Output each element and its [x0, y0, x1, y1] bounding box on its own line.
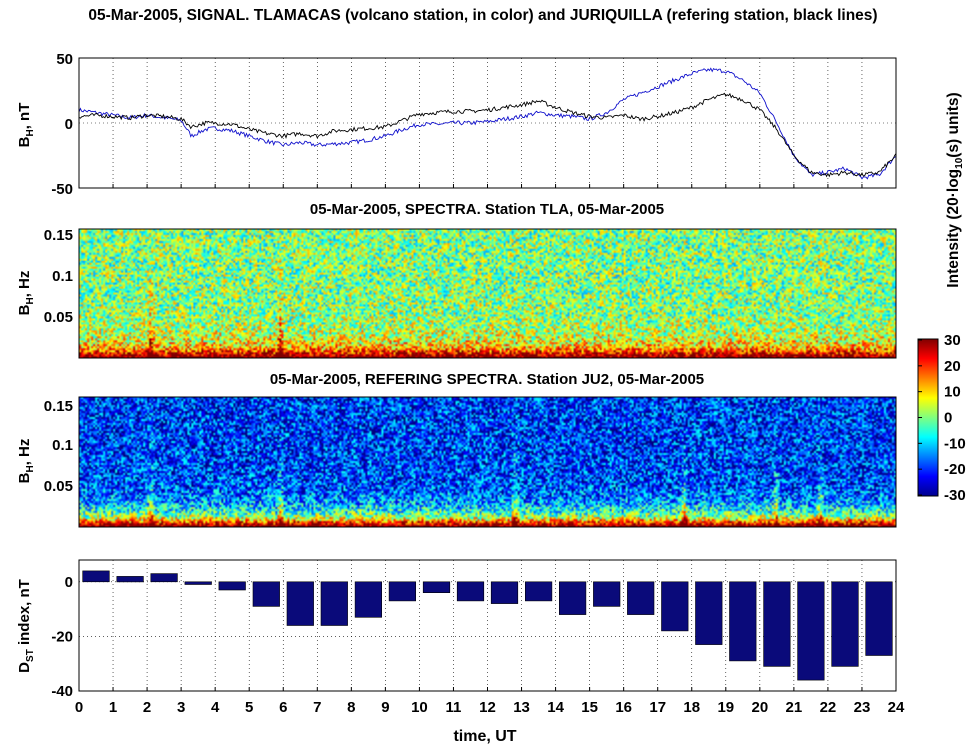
- juriquilla-line: [78, 92, 897, 178]
- dst-xtick-label: 22: [820, 699, 837, 716]
- dst-xtick-label: 24: [888, 699, 905, 716]
- dst-xtick-label: 19: [717, 699, 734, 716]
- dst-xtick-label: 8: [347, 699, 355, 716]
- tlamacas-line: [78, 67, 897, 180]
- dst-xtick-label: 12: [479, 699, 496, 716]
- colorbar-tick-label: -20: [944, 461, 966, 478]
- dst-xtick-label: 23: [854, 699, 871, 716]
- dst-ytick: 0: [65, 574, 73, 591]
- dst-xtick-label: 20: [751, 699, 768, 716]
- spectra-ju2-ytick-005: 0.05: [44, 478, 73, 495]
- dst-xtick-label: 11: [446, 699, 462, 716]
- signal-ytick-50: 50: [56, 51, 73, 68]
- dst-bar: [695, 581, 723, 645]
- dst-xtick-label: 21: [786, 699, 803, 716]
- dst-ytick: -20: [51, 628, 73, 645]
- dst-bar: [354, 581, 383, 618]
- dst-xtick-label: 9: [381, 699, 389, 716]
- spectra-tla-title: 05-Mar-2005, SPECTRA. Station TLA, 05-Ma…: [310, 201, 664, 218]
- signal-ylabel: BH, nT: [16, 103, 36, 148]
- dst-xtick-label: 2: [143, 699, 151, 716]
- colorbar: 30 20 10 0 -10 -20 -30 Intensity (20·log10(s) …: [917, 92, 966, 504]
- dst-xtick-label: 14: [547, 699, 564, 716]
- dst-bar: [82, 570, 110, 583]
- dst-bar: [797, 581, 825, 681]
- dst-bar: [252, 581, 280, 607]
- spectra-ju2-ytick-015: 0.15: [44, 398, 73, 415]
- dst-xtick-label: 0: [75, 699, 83, 716]
- dst-bar: [627, 581, 655, 615]
- dst-xtick-label: 4: [211, 699, 220, 716]
- dst-bar: [286, 581, 314, 626]
- signal-panel: 50 0 -50 BH, nT: [16, 51, 897, 198]
- dst-bar: [150, 573, 178, 583]
- dst-grid: [79, 560, 896, 691]
- spectra-ju2-frame: [78, 396, 897, 528]
- dst-xtick-label: 16: [615, 699, 632, 716]
- dst-xtick-label: 17: [649, 699, 666, 716]
- dst-xtick-label: 7: [313, 699, 321, 716]
- dst-bar: [490, 581, 519, 604]
- dst-xticks: 0 1 2 3 4 5 6 7 8 9 10 11 12 13 14 15 16 17 18 19 20 21 22 23 24: [75, 687, 905, 716]
- spectra-tla-heatmap: [79, 229, 896, 358]
- dst-xtick-label: 6: [279, 699, 287, 716]
- spectra-tla-ytick-01: 0.1: [52, 268, 73, 285]
- spectra-ju2-image: [79, 397, 896, 527]
- dst-bar: [661, 581, 689, 632]
- figure-title: 05-Mar-2005, SIGNAL. TLAMACAS (volcano s…: [88, 7, 877, 24]
- dst-bars: [82, 570, 893, 681]
- dst-xtick-label: 10: [411, 699, 428, 716]
- colorbar-tick-label: 0: [944, 410, 952, 427]
- colorbar-tick-label: 20: [944, 358, 961, 375]
- x-axis-label: time, UT: [453, 728, 516, 745]
- spectra-tla-image: [79, 229, 896, 358]
- colorbar-tick-label: -30: [944, 487, 966, 504]
- dst-xtick-label: 1: [109, 699, 117, 716]
- dst-bar: [593, 581, 621, 607]
- dst-bar: [763, 581, 791, 667]
- spectra-ju2-title: 05-Mar-2005, REFERING SPECTRA. Station J…: [270, 371, 704, 388]
- dst-xtick-label: 18: [683, 699, 700, 716]
- spectra-tla-panel: 05-Mar-2005, SPECTRA. Station TLA, 05-Ma…: [16, 201, 897, 359]
- colorbar-gradient: [918, 339, 938, 496]
- dst-yticks: 0 -20 -40: [51, 574, 73, 700]
- spectra-ju2-ytick-01: 0.1: [52, 437, 73, 454]
- spectra-tla-ylabel: BH, Hz: [16, 271, 36, 316]
- colorbar-label: Intensity (20·log10(s) units): [945, 92, 965, 287]
- dst-xtick-label: 13: [513, 699, 530, 716]
- dst-ytick: -40: [51, 683, 73, 700]
- dst-bar: [422, 581, 451, 593]
- spectra-ju2-panel: 05-Mar-2005, REFERING SPECTRA. Station J…: [16, 371, 897, 528]
- spectra-tla-frame: [78, 228, 897, 359]
- dst-bar: [456, 581, 485, 602]
- colorbar-tick-label: -10: [944, 435, 966, 452]
- dst-xtick-label: 15: [581, 699, 598, 716]
- dst-bar: [524, 581, 553, 602]
- signal-ytick-0: 0: [65, 116, 73, 133]
- signal-lines: [78, 67, 897, 180]
- colorbar-tick-label: 30: [944, 332, 961, 349]
- spectra-ju2-ylabel: BH, Hz: [16, 439, 36, 484]
- spectra-tla-ytick-015: 0.15: [44, 227, 73, 244]
- dst-bar: [388, 581, 417, 602]
- colorbar-tick-label: 10: [944, 384, 961, 401]
- dst-xtick-label: 3: [177, 699, 185, 716]
- dst-bar: [558, 581, 587, 615]
- dst-bar: [184, 581, 212, 585]
- signal-frame: [78, 57, 897, 189]
- dst-bar: [865, 581, 893, 656]
- dst-xtick-label: 5: [245, 699, 253, 716]
- signal-ytick-minus50: -50: [51, 181, 73, 198]
- dst-bar: [729, 581, 757, 662]
- spectra-ju2-heatmap: [79, 397, 896, 527]
- dst-bar: [116, 576, 144, 583]
- dst-ylabel: DST index, nT: [16, 579, 36, 673]
- dst-panel: 0-20-40 0 1 2 3 4 5 6 7 8 9 10 11 12 13 14 15 16 17 18 19 20…: [16, 559, 905, 745]
- spectra-tla-ytick-005: 0.05: [44, 309, 73, 326]
- dst-bar: [320, 581, 348, 626]
- dst-bar: [831, 581, 859, 667]
- dst-bar: [218, 581, 246, 591]
